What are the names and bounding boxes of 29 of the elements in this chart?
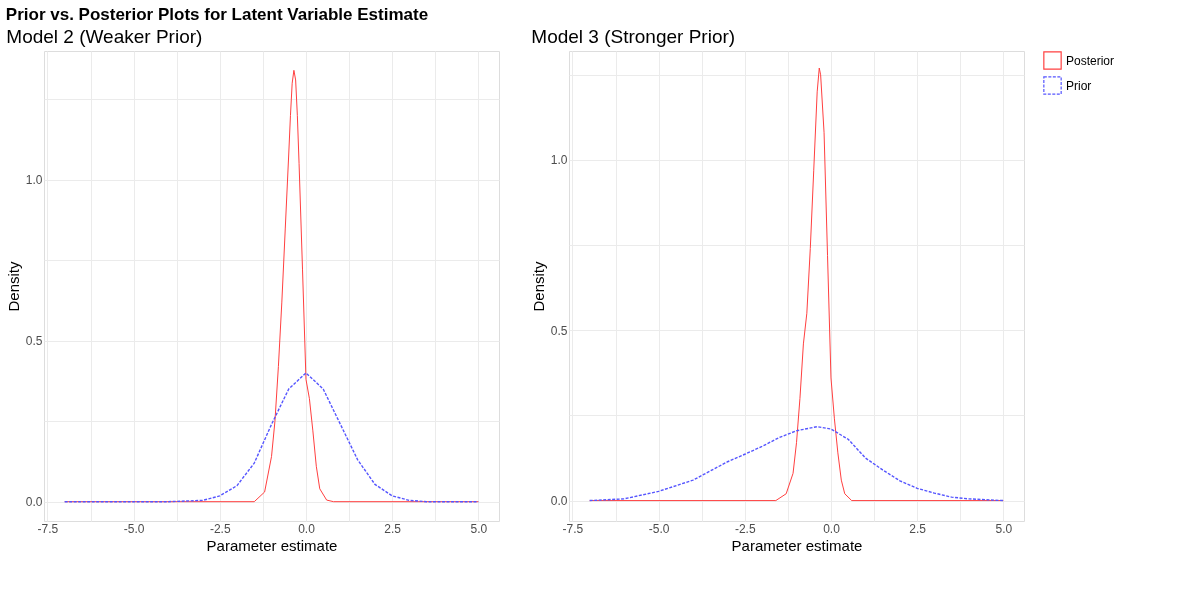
- line-series: [63, 372, 480, 503]
- text: Prior vs. Posterior Plots for Latent Variable Estimate: [5, 4, 429, 24]
- y-tick-label: 1.0: [550, 153, 568, 168]
- legend-label: Posterior: [1066, 53, 1115, 68]
- x-axis-title: Parameter estimate: [731, 536, 863, 554]
- x-tick-label: -5.0: [123, 521, 145, 536]
- chart-title: Model 3 (Stronger Prior): [531, 26, 736, 47]
- legend-label: Prior: [1066, 78, 1092, 93]
- y-tick-label: 0.0: [25, 495, 43, 510]
- x-tick-label: 0.0: [823, 521, 841, 536]
- x-axis-title: Parameter estimate: [206, 536, 338, 554]
- y-axis-title: Density: [529, 261, 547, 312]
- x-tick-label: -7.5: [562, 521, 584, 536]
- x-tick-label: -5.0: [648, 521, 670, 536]
- x-tick-label: 5.0: [470, 521, 488, 536]
- y-tick-label: 1.0: [25, 173, 43, 188]
- x-tick-label: -2.5: [734, 521, 756, 536]
- y-tick-label: 0.5: [550, 323, 568, 338]
- chart-title: Model 2 (Weaker Prior): [6, 26, 203, 47]
- y-tick-label: 0.0: [550, 494, 568, 509]
- x-tick-label: -2.5: [209, 521, 231, 536]
- x-tick-label: -7.5: [37, 521, 59, 536]
- line-series: [588, 425, 1005, 502]
- x-tick-label: 5.0: [995, 521, 1013, 536]
- x-tick-label: 2.5: [384, 521, 402, 536]
- y-axis-title: Density: [4, 261, 22, 312]
- x-tick-label: 2.5: [909, 521, 927, 536]
- y-tick-label: 0.5: [25, 334, 43, 349]
- x-tick-label: 0.0: [298, 521, 316, 536]
